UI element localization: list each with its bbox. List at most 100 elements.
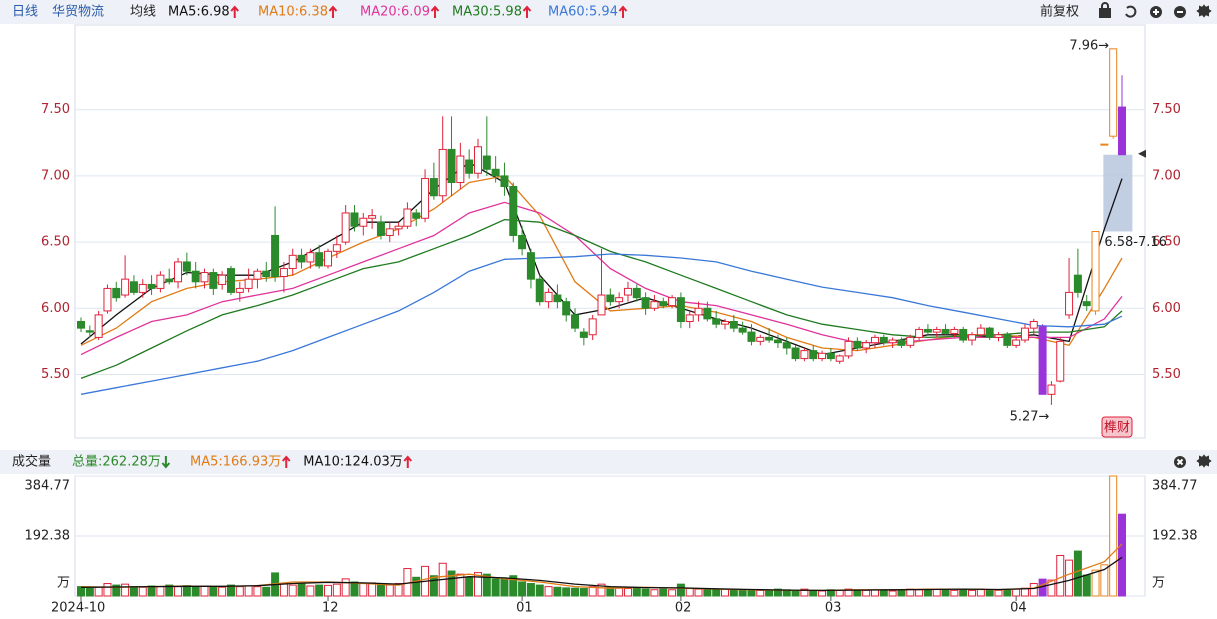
volume-bar (597, 583, 606, 597)
candle-body (615, 297, 624, 303)
volume-bar (279, 583, 288, 597)
candle-body (897, 339, 906, 346)
volume-bar (976, 588, 985, 597)
candle-body (950, 328, 959, 334)
y-tick-label: 6.50 (41, 235, 70, 250)
volume-bar (77, 586, 85, 597)
volume-ma-line (80, 543, 1123, 592)
candle-body (1118, 106, 1126, 156)
y-tick-label: 7.50 (41, 102, 70, 117)
volume-bar (738, 589, 747, 597)
candle-body (773, 339, 782, 344)
candle-body (438, 148, 447, 197)
candle-body (729, 321, 738, 329)
volume-bar (535, 584, 544, 597)
candle-body (226, 268, 235, 293)
volume-ma-line (80, 556, 1123, 592)
undo-icon[interactable] (1125, 5, 1137, 18)
candle-body (473, 146, 482, 174)
candle-body (244, 278, 253, 289)
candle-body (782, 342, 791, 349)
y-tick-label-right: 7.00 (1152, 168, 1181, 183)
candle-body (535, 278, 544, 303)
candle-body (985, 327, 994, 338)
volume-bar (1100, 564, 1109, 597)
candle-body (659, 301, 668, 307)
settings-icon[interactable] (1196, 4, 1212, 18)
volume-bar (579, 588, 588, 597)
candle-body (376, 221, 385, 236)
candle-body (738, 327, 747, 333)
adjust[interactable]: 前复权 (1040, 4, 1079, 20)
y-tick-label-right: 7.50 (1152, 102, 1181, 117)
candle-body (703, 307, 712, 320)
ma-label[interactable]: 均线 (130, 5, 156, 20)
y-tick-label-right: 6.00 (1152, 301, 1181, 316)
y-tick-label-right: 万 (1152, 576, 1165, 591)
volume-bar (888, 590, 897, 597)
volume-bar (800, 588, 809, 597)
volume-bar (747, 589, 756, 597)
volume-bar (376, 583, 385, 597)
y-tick-label-right: 192.38 (1152, 529, 1198, 544)
candle-body (932, 328, 941, 333)
volume-title: 成交量 (12, 454, 51, 470)
y-tick-label: 5.50 (41, 367, 70, 382)
candle-body (694, 307, 703, 316)
volume-settings-icon[interactable] (1196, 454, 1212, 468)
volume-bar (897, 589, 906, 597)
candle-body (526, 252, 535, 280)
lock-icon[interactable] (1099, 8, 1111, 18)
volume-bar (412, 576, 421, 597)
y-tick-label: 万 (57, 576, 70, 591)
candle-body (165, 278, 174, 283)
candle-body (518, 234, 527, 250)
candle-body (1003, 334, 1012, 346)
candle-body (791, 347, 800, 360)
candle-body (835, 355, 844, 362)
volume-bar (553, 586, 562, 597)
volume-bar (1012, 588, 1021, 597)
y-tick-label: 192.38 (25, 529, 71, 544)
candle-body (209, 272, 218, 289)
candle-body (1056, 340, 1065, 382)
volume-bar (1029, 583, 1038, 597)
candle-body (447, 148, 456, 184)
candle-body (421, 178, 430, 219)
candle-body (879, 336, 888, 344)
period[interactable]: 日线 (12, 5, 38, 20)
ma-line (80, 253, 1123, 395)
volume-bar (1073, 550, 1082, 597)
x-tick-label: 03 (825, 601, 842, 616)
volume-bar (712, 589, 721, 597)
candle-body (191, 270, 200, 283)
volume-bar (129, 586, 138, 597)
candle-body (253, 270, 262, 280)
candle-body (818, 352, 827, 360)
ma-legend: MA10:6.38 (258, 5, 328, 20)
candle-body (721, 321, 730, 325)
volume-bar (473, 572, 482, 597)
candle-body (218, 274, 227, 285)
candle-body (1065, 291, 1074, 316)
candle-body (103, 287, 112, 312)
volume-bar (368, 582, 377, 597)
volume-bar (1065, 559, 1074, 597)
volume-bar (218, 586, 227, 597)
candle-body (676, 297, 685, 323)
volume-bar (729, 589, 738, 597)
volume-bar (297, 583, 306, 597)
candle-body (809, 350, 818, 360)
volume-bar (465, 576, 474, 597)
candle-body (182, 261, 191, 272)
y-tick-label-right: 6.50 (1152, 235, 1181, 250)
badge-bg (1101, 416, 1133, 438)
candle-body (1073, 274, 1082, 293)
volume-bar (226, 584, 235, 597)
candle-body (129, 281, 138, 293)
candle-body (94, 314, 103, 338)
candle-body (491, 168, 500, 177)
volume-bar (994, 589, 1003, 597)
up-arrow (281, 455, 291, 468)
candle-body (1029, 321, 1038, 329)
